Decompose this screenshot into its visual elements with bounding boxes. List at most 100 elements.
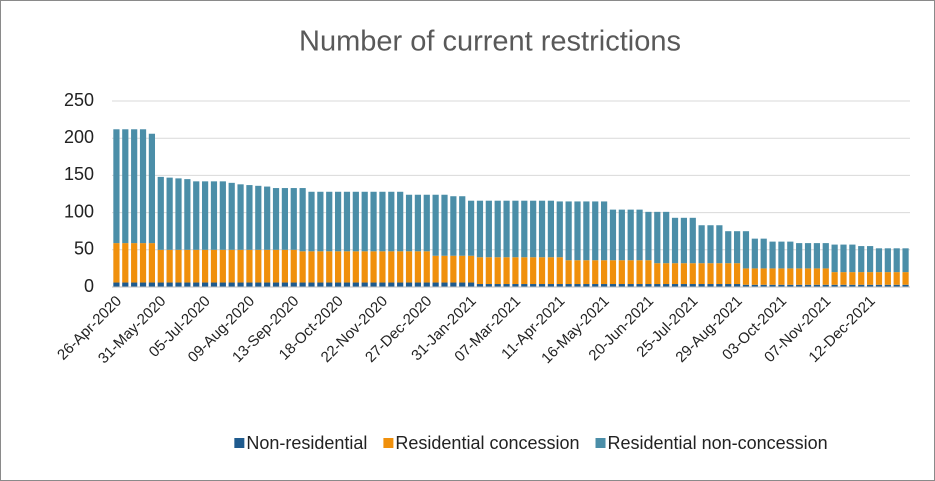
bar-segment: [733, 284, 741, 287]
bar-segment: [405, 194, 413, 252]
bar-segment: [193, 181, 200, 250]
bar-segment: [654, 263, 661, 285]
bar-segment: [343, 251, 351, 283]
bar-segment: [184, 282, 191, 287]
bar-segment: [778, 241, 785, 269]
bar-segment: [352, 251, 359, 283]
bar-segment: [175, 249, 182, 283]
bar-segment: [485, 284, 492, 287]
bar-segment: [636, 260, 643, 285]
bar-segment: [849, 284, 856, 287]
bar-segment: [485, 200, 492, 258]
bar-segment: [467, 200, 475, 256]
bar-segment: [334, 191, 342, 252]
bar-segment: [574, 284, 581, 287]
bar-segment: [184, 249, 191, 283]
bar-segment: [397, 251, 404, 283]
bar-segment: [884, 284, 891, 287]
bar-segment: [547, 200, 555, 258]
bar-segment: [902, 272, 909, 285]
bar-segment: [166, 282, 173, 287]
bar-segment: [875, 272, 883, 285]
bar-segment: [707, 284, 714, 287]
bar-segment: [565, 201, 572, 261]
bar-segment: [627, 284, 634, 287]
bar-segment: [272, 282, 280, 287]
bar-segment: [467, 255, 475, 283]
bar-segment: [875, 284, 883, 287]
bar-segment: [264, 186, 271, 250]
bar-segment: [175, 178, 182, 250]
bar-segment: [237, 184, 244, 250]
bar-segment: [858, 284, 865, 287]
bar-segment: [530, 257, 537, 285]
bar-segment: [521, 257, 528, 285]
bar-segment: [255, 282, 262, 287]
bar-segment: [663, 284, 670, 287]
bar-segment: [201, 249, 209, 283]
bar-segment: [299, 282, 306, 287]
bar-segment: [494, 284, 501, 287]
legend-label: Residential non-concession: [608, 433, 828, 453]
bar-segment: [796, 243, 803, 269]
bar-segment: [494, 200, 501, 258]
bar-segment: [866, 272, 874, 285]
bar-segment: [388, 282, 395, 287]
bar-segment: [113, 129, 120, 244]
bar-segment: [804, 243, 812, 269]
legend-label: Non-residential: [246, 433, 367, 453]
bar-segment: [813, 268, 821, 285]
bar-segment: [441, 194, 448, 256]
bar-segment: [689, 263, 696, 285]
bar-segment: [583, 201, 590, 261]
bar-segment: [592, 284, 599, 287]
bar-segment: [547, 284, 555, 287]
bar-segment: [618, 260, 625, 285]
bar-segment: [450, 196, 457, 256]
bar-segment: [600, 260, 608, 285]
bar-segment: [459, 282, 466, 287]
bar-segment: [308, 191, 315, 252]
bar-segment: [219, 181, 226, 250]
bar-segment: [122, 243, 129, 283]
bar-segment: [317, 251, 324, 283]
bar-segment: [388, 191, 395, 252]
legend: Non-residential Residential concession Res…: [234, 433, 828, 453]
bar-segment: [583, 260, 590, 285]
bar-segment: [680, 263, 688, 285]
bar-segment: [787, 268, 794, 285]
bar-segment: [317, 282, 324, 287]
bar-segment: [751, 238, 758, 269]
bar-segment: [237, 249, 244, 283]
bar-segment: [264, 249, 271, 283]
bar-segment: [388, 251, 395, 283]
bar-segment: [139, 129, 147, 244]
bar-segment: [742, 268, 750, 285]
bar-segment: [219, 282, 226, 287]
bar-segment: [281, 188, 289, 250]
bar-segment: [122, 282, 129, 287]
bar-segment: [476, 284, 484, 287]
bar-segment: [414, 282, 422, 287]
bar-segment: [592, 260, 599, 285]
bar-segment: [352, 191, 359, 252]
bar-segment: [689, 217, 696, 264]
bar-segment: [840, 244, 847, 273]
bar-segment: [698, 263, 705, 285]
bar-segment: [210, 181, 218, 250]
bar-segment: [645, 284, 652, 287]
legend-swatch: [234, 438, 245, 448]
bar-segment: [804, 268, 812, 285]
bar-segment: [689, 284, 696, 287]
bar-segment: [405, 282, 413, 287]
bar-segment: [414, 194, 422, 252]
bar-segment: [210, 249, 218, 283]
bar-segment: [600, 284, 608, 287]
bar-segment: [716, 263, 723, 285]
bar-segment: [609, 260, 617, 285]
bar-segment: [778, 284, 785, 287]
bar-segment: [592, 201, 599, 261]
bar-segment: [636, 209, 643, 261]
bar-segment: [441, 282, 448, 287]
